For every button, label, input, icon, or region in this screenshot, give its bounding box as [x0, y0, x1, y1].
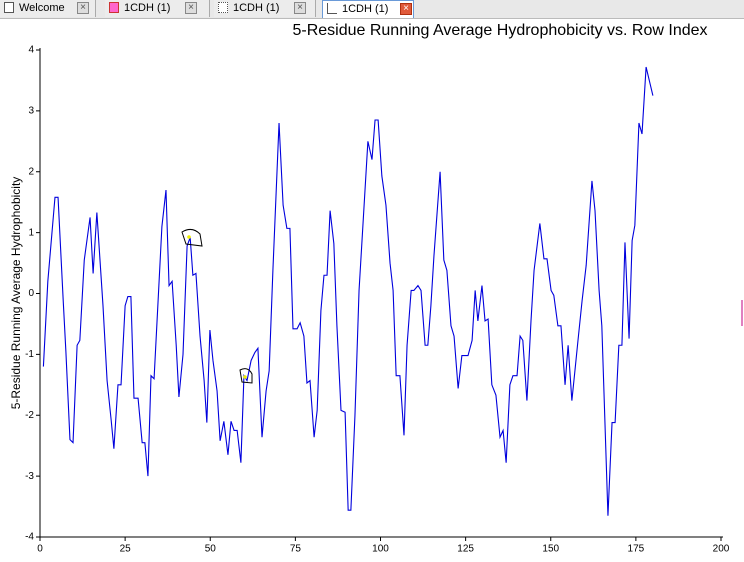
tab[interactable]: 1CDH (1) ×	[214, 0, 316, 17]
y-tick-label: -2	[25, 410, 34, 421]
y-tick-label: 1	[28, 227, 34, 238]
x-tick-label: 200	[713, 544, 730, 555]
tab-label: Welcome	[19, 2, 65, 14]
tab[interactable]: Welcome ×	[0, 0, 96, 17]
y-tick-label: -1	[25, 349, 34, 360]
cursor-marker	[181, 228, 203, 247]
y-tick-label: 4	[28, 45, 34, 56]
tab-icon	[109, 2, 119, 13]
tab-label: 1CDH (1)	[124, 2, 171, 14]
cursor-marker	[239, 368, 253, 384]
tab-icon	[327, 3, 337, 14]
data-line	[42, 66, 654, 516]
tab-bar: Welcome × 1CDH (1) × 1CDH (1) × 1CDH (1) ×	[0, 0, 744, 19]
close-button[interactable]: ×	[77, 2, 89, 14]
cursor-dot	[243, 375, 247, 379]
tab[interactable]: 1CDH (1) ×	[322, 0, 414, 18]
x-tick-label: 25	[120, 544, 132, 555]
x-tick-label: 150	[542, 544, 559, 555]
y-tick-label: 2	[28, 166, 34, 177]
tab-label: 1CDH (1)	[342, 3, 389, 15]
y-tick-label: 3	[28, 106, 34, 117]
close-button[interactable]: ×	[400, 3, 412, 15]
splitter	[741, 300, 743, 326]
y-axis-label: 5-Residue Running Average Hydrophobicity	[9, 177, 23, 410]
tab-label: 1CDH (1)	[233, 2, 280, 14]
close-button[interactable]: ×	[185, 2, 197, 14]
x-tick-label: 175	[628, 544, 645, 555]
close-button[interactable]: ×	[294, 2, 306, 14]
cursor-dot	[187, 235, 191, 239]
tab-icon	[218, 2, 228, 13]
tab-icon	[4, 2, 14, 13]
x-tick-label: 0	[37, 544, 43, 555]
y-tick-label: 0	[28, 288, 34, 299]
y-tick-label: -3	[25, 471, 34, 482]
y-tick-label: -4	[25, 532, 34, 543]
x-tick-label: 50	[205, 544, 217, 555]
x-tick-label: 100	[372, 544, 389, 555]
x-tick-label: 75	[290, 544, 302, 555]
x-tick-label: 125	[457, 544, 474, 555]
tab[interactable]: 1CDH (1) ×	[105, 0, 210, 17]
chart-title: 5-Residue Running Average Hydrophobicity…	[292, 22, 707, 39]
